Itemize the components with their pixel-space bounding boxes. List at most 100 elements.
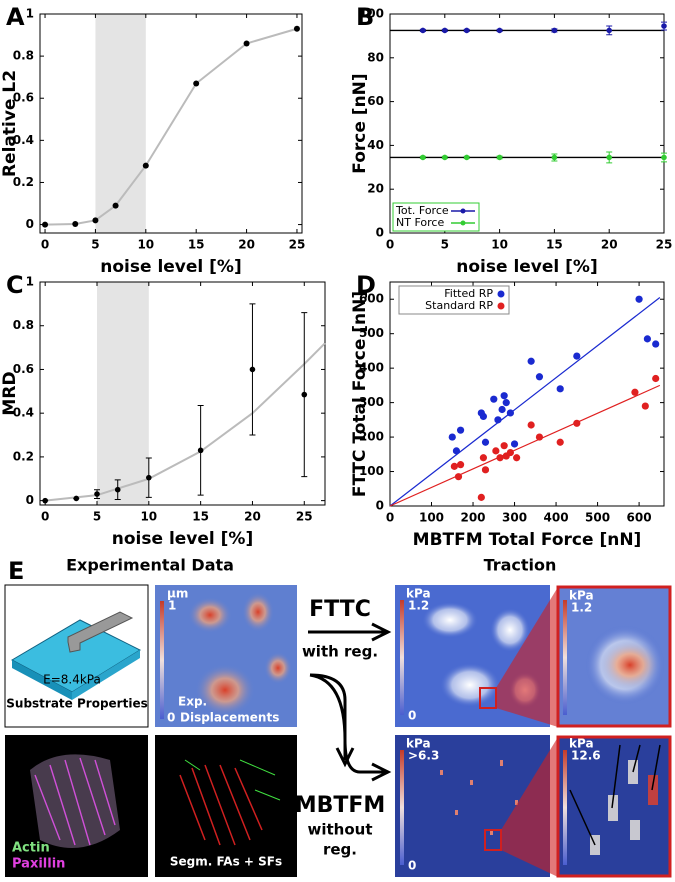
- y-tick-label: 400: [359, 361, 384, 375]
- section-title: Traction: [484, 556, 557, 575]
- y-tick-label: 1: [26, 275, 34, 289]
- segmentation-image: [155, 735, 297, 877]
- y-tick-label: 200: [359, 430, 384, 444]
- colorbar: [160, 601, 164, 719]
- adhesions: [184, 759, 281, 801]
- y-axis-label: Relative L2: [0, 70, 20, 177]
- cbar-min: 0: [408, 709, 416, 723]
- x-tick-label: 25: [296, 510, 313, 524]
- point: [112, 202, 119, 209]
- blob: [188, 597, 232, 633]
- line: [389, 297, 661, 507]
- point: [510, 440, 519, 448]
- frame: [389, 281, 665, 507]
- zoom-connector: [496, 587, 558, 727]
- point: [73, 495, 80, 502]
- y-tick-label: 0.8: [13, 318, 34, 332]
- cbar-max: 12.6: [571, 749, 601, 763]
- highlight: [95, 14, 146, 233]
- cbar-max: >6.3: [408, 749, 439, 763]
- point: [661, 23, 667, 29]
- x-axis-label: noise level [%]: [100, 257, 241, 277]
- y-tick-label: 0.8: [13, 49, 34, 63]
- legend-marker: [460, 208, 466, 214]
- caption: Substrate Properties: [6, 697, 147, 711]
- point: [500, 392, 508, 400]
- y-tick-label: 40: [367, 138, 384, 152]
- point: [442, 27, 448, 34]
- cell: [30, 754, 120, 848]
- arrow: [309, 673, 392, 782]
- x-tick-label: 300: [502, 511, 527, 525]
- cbar-min: 0: [167, 711, 175, 725]
- line: [389, 384, 661, 507]
- point: [193, 80, 200, 87]
- substrate: [12, 660, 72, 700]
- point: [479, 454, 488, 462]
- y-tick-label: 0: [376, 499, 384, 513]
- y-tick-label: 0.2: [13, 449, 34, 463]
- method: FTTC: [309, 597, 371, 622]
- y-tick-label: 0.4: [13, 406, 34, 420]
- modulus: E=8.4kPa: [43, 673, 101, 687]
- cbar-max: 1: [168, 599, 176, 613]
- point: [293, 25, 300, 32]
- y-tick-label: 100: [359, 464, 384, 478]
- blob: [600, 640, 660, 690]
- label-actin: Actin: [12, 841, 50, 856]
- x-tick-label: 20: [601, 238, 618, 252]
- legend-marker: [497, 290, 505, 298]
- point: [442, 154, 448, 161]
- y-tick-label: 0.2: [13, 175, 34, 189]
- y-tick-label: 80: [367, 50, 384, 64]
- x-tick-label: 200: [460, 511, 485, 525]
- panel-letter: D: [356, 271, 376, 299]
- panel-letter: B: [356, 3, 374, 31]
- fibers: [179, 764, 263, 846]
- blob: [264, 652, 292, 684]
- point: [643, 335, 651, 343]
- zoom-connector: [501, 737, 558, 877]
- unit: kPa: [569, 589, 594, 603]
- y-tick-label: 0: [376, 226, 384, 240]
- point: [556, 385, 564, 393]
- cbar-min: 0: [408, 859, 416, 873]
- x-axis-label: noise level [%]: [456, 257, 597, 277]
- point: [502, 399, 510, 407]
- point: [498, 405, 506, 414]
- point: [661, 154, 667, 161]
- point: [463, 154, 470, 161]
- point: [606, 154, 612, 161]
- y-tick-label: 600: [359, 292, 384, 306]
- x-tick-label: 100: [419, 511, 444, 525]
- x-tick-label: 25: [656, 238, 673, 252]
- x-tick-label: 600: [627, 511, 652, 525]
- section-title: Experimental Data: [66, 556, 234, 575]
- blob: [440, 663, 500, 707]
- colorbar: [400, 600, 404, 715]
- y-tick-label: 20: [367, 182, 384, 196]
- point: [481, 466, 490, 474]
- blob: [195, 664, 255, 716]
- method-note: reg.: [323, 841, 357, 859]
- point: [527, 421, 535, 429]
- fibers: [34, 757, 116, 846]
- chart: 0 100 200 300 400 500 600 0 100 200 300 400 500 600 MB…: [350, 271, 665, 550]
- unit: kPa: [406, 737, 431, 751]
- method: MBTFM: [295, 793, 386, 818]
- point: [92, 217, 99, 224]
- x-tick-label: 15: [546, 238, 563, 252]
- point: [513, 454, 521, 462]
- point: [463, 27, 470, 34]
- label-paxillin: Paxillin: [12, 857, 65, 872]
- unit: kPa: [406, 587, 431, 601]
- caption: Exp.: [178, 695, 207, 709]
- point: [249, 366, 256, 373]
- point: [506, 409, 514, 417]
- highlight: [97, 282, 149, 505]
- x-tick-label: 25: [289, 238, 306, 252]
- point: [556, 438, 564, 446]
- point: [496, 154, 503, 161]
- point: [494, 416, 502, 424]
